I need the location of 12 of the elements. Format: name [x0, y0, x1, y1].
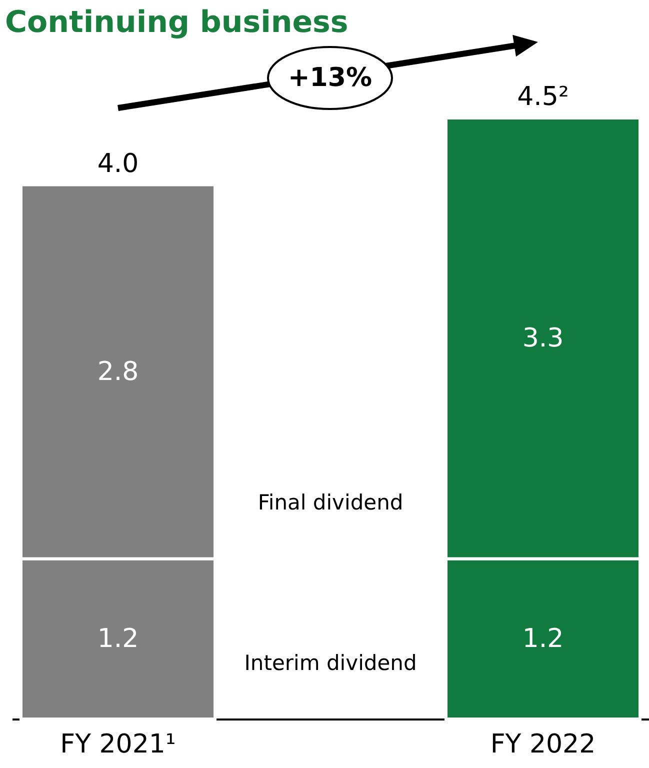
text: Final dividend [258, 490, 404, 515]
x-tick-label: FY 2021¹ [60, 730, 176, 760]
chart-title: Continuing business [5, 4, 348, 40]
text: +13% [288, 63, 372, 93]
data-label: 3.3 [522, 323, 564, 354]
x-tick-label: FY 2022 [490, 730, 596, 760]
data-label: 1.2 [97, 624, 139, 654]
total-label: 4.0 [97, 148, 139, 179]
data-label: 1.2 [522, 624, 564, 654]
series-label: Interim dividend [244, 651, 417, 675]
data-label: 2.8 [97, 356, 139, 387]
total-label: 4.5² [517, 82, 569, 112]
